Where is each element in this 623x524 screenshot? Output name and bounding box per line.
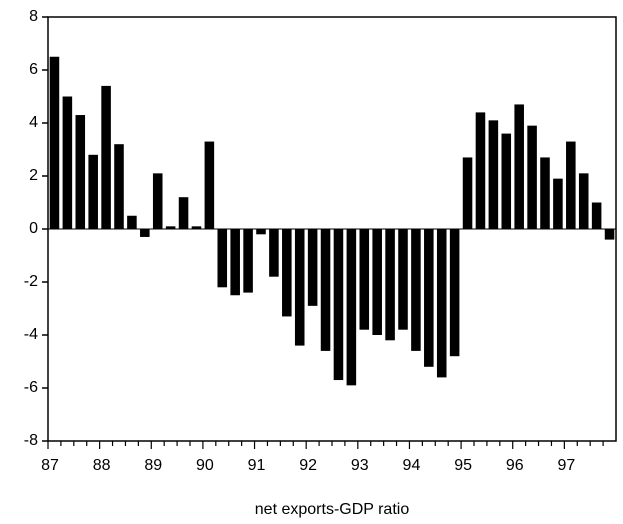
bar [269,229,279,277]
bar [475,112,486,229]
bar [501,133,512,229]
bar [49,56,60,229]
bar [578,173,589,229]
bar [333,229,344,381]
bar [320,229,331,351]
bar [282,229,292,317]
bar [462,157,473,229]
y-tick-label: -4 [24,326,38,343]
bar [152,173,163,229]
bar [165,226,176,229]
y-tick-label: 4 [29,114,38,131]
bar [75,115,86,229]
y-tick-label: 0 [29,220,38,237]
y-tick-label: 6 [29,61,38,78]
bar [191,226,202,229]
bar [114,144,124,229]
y-tick-label: 2 [29,167,38,184]
bar [385,229,395,341]
bar [230,229,240,296]
x-tick-label: 90 [196,457,214,474]
bar [178,197,189,229]
bar [307,229,318,306]
x-tick-label: 93 [351,457,369,474]
y-tick-label: -2 [24,273,38,290]
bar [359,229,370,330]
x-tick-label: 91 [248,457,266,474]
x-tick-label: 88 [93,457,111,474]
bar [372,229,382,335]
bar [101,85,111,230]
bar [604,229,615,240]
x-tick-label: 89 [144,457,162,474]
bar [488,120,499,229]
x-tick-label: 97 [557,457,575,474]
bar [398,229,408,330]
y-tick-label: -6 [24,379,38,396]
bar [566,141,576,229]
x-tick-label: 94 [403,457,421,474]
bar [346,229,357,386]
x-axis-label: net exports-GDP ratio [255,501,410,518]
y-tick-label: -8 [24,432,38,449]
bar [217,229,228,288]
x-tick-label: 92 [299,457,317,474]
bar [127,215,137,229]
bar [294,229,305,346]
x-tick-label: 87 [41,457,59,474]
bar [243,229,253,293]
bar [411,229,421,351]
bar [204,141,215,229]
bar [424,229,434,367]
bar [88,154,98,229]
bar [436,229,447,378]
bar [62,96,73,229]
y-tick-label: 8 [29,8,38,25]
bar [140,229,150,237]
bar [553,178,563,229]
bar [256,229,266,235]
x-tick-label: 95 [454,457,472,474]
bar [449,229,460,357]
bar [591,202,602,229]
x-tick-label: 96 [506,457,524,474]
bar [514,104,524,229]
bar [527,125,537,229]
bar [540,157,550,229]
